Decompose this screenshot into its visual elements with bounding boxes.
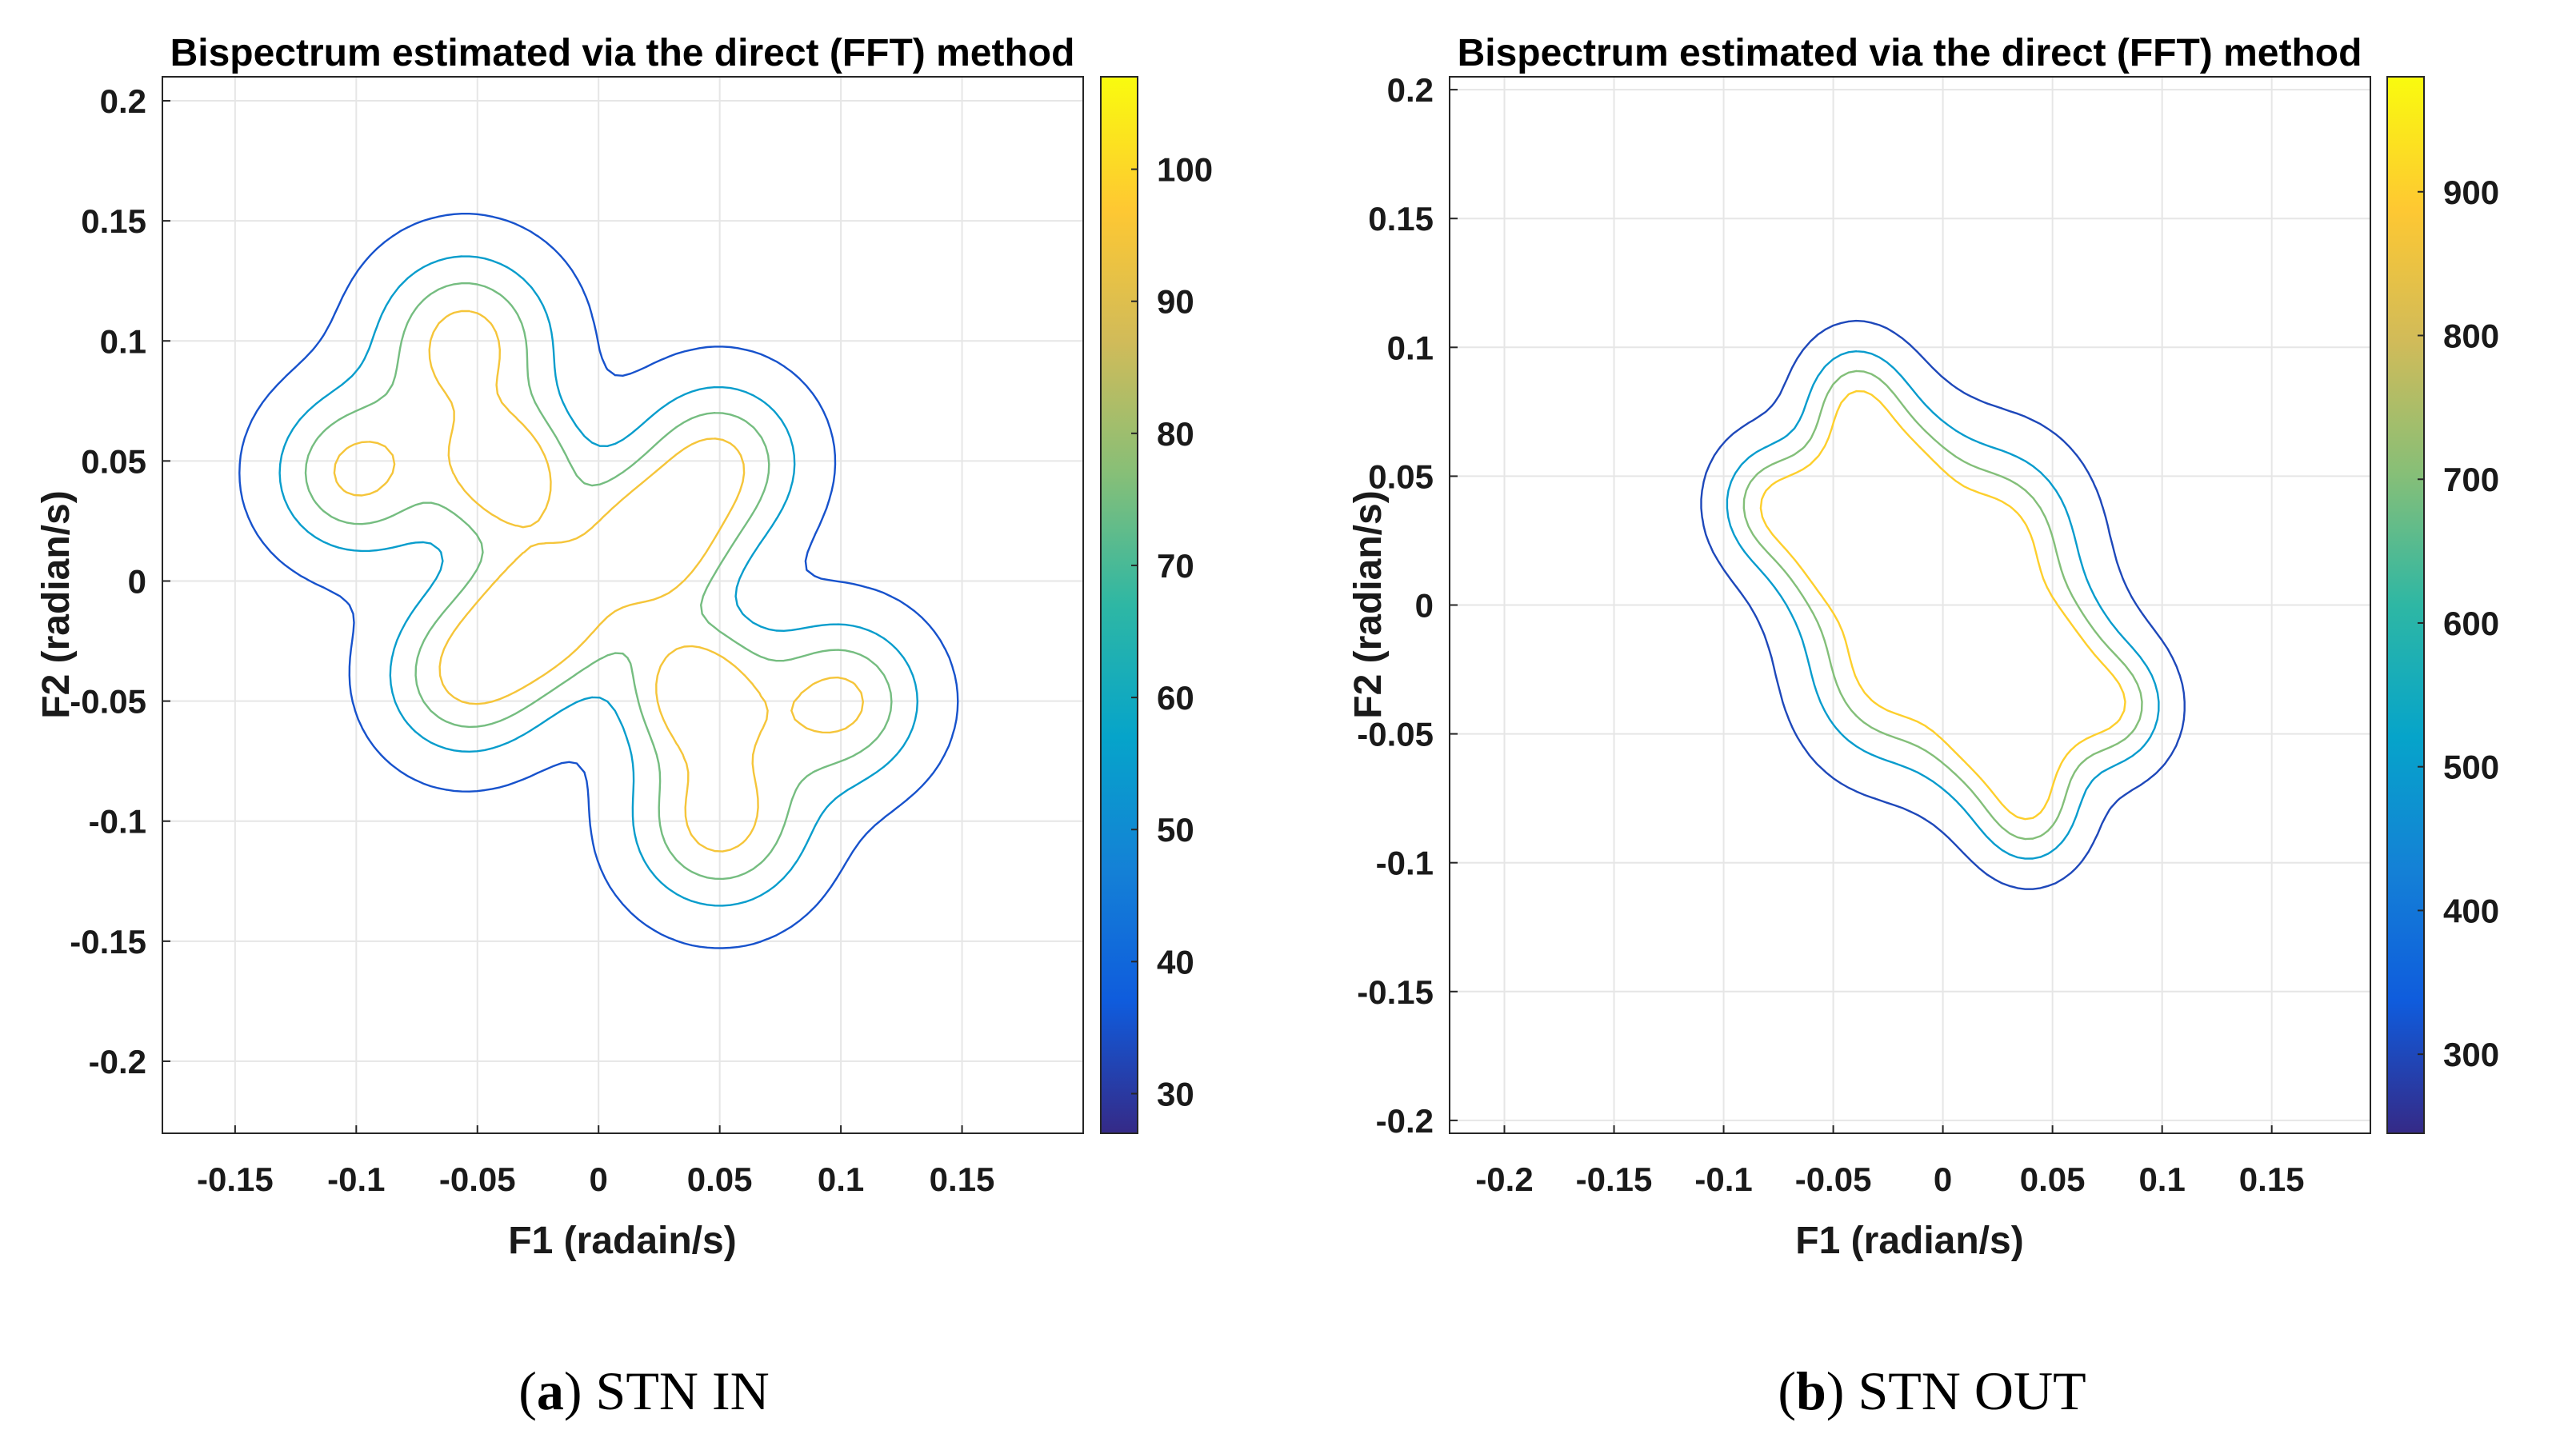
contour-level-900 — [1759, 389, 2126, 821]
contour-level-75 — [304, 282, 893, 881]
x-tick-label: -0.2 — [1475, 1160, 1533, 1198]
x-tick-label: 0.1 — [2138, 1160, 2185, 1198]
colorbar-tick-label: 90 — [1157, 283, 1194, 321]
panel-stn-out: -0.2 -0.15 -0.1 -0.05 0 0.05 0.1 0.15 0.2 0.15 0.1… — [1288, 0, 2576, 1438]
y-tick-label: 0.15 — [1368, 200, 1434, 238]
colorbar-tick-label: 400 — [2443, 892, 2499, 929]
panel-stn-in: -0.15 -0.1 -0.05 0 0.05 0.1 0.15 0.2 0.15 0.1 0.05… — [35, 32, 1213, 1421]
y-tick-label: -0.05 — [70, 683, 146, 721]
chart-stn-out: -0.2 -0.15 -0.1 -0.05 0 0.05 0.1 0.15 0.2 0.15 0.1… — [1347, 32, 2499, 1262]
y-tick-label: -0.15 — [70, 923, 146, 961]
contour-level-35 — [238, 213, 959, 949]
x-tick-label: 0.05 — [687, 1160, 753, 1198]
chart-title: Bispectrum estimated via the direct (FFT… — [170, 32, 1075, 74]
x-tick-label: 0.1 — [818, 1160, 864, 1198]
colorbar — [1100, 76, 1138, 1134]
colorbar-tick-label: 70 — [1157, 547, 1194, 585]
colorbar-tick-label: 800 — [2443, 318, 2499, 355]
y-tick-label: 0.15 — [81, 202, 146, 240]
caption-letter: b — [1795, 1360, 1826, 1421]
y-tick-label: 0.2 — [1387, 71, 1434, 109]
y-tick-label: 0 — [128, 562, 146, 600]
colorbar-tick-label: 900 — [2443, 174, 2499, 211]
y-tick-label: 0.05 — [1368, 457, 1434, 495]
x-axis-label: F1 (radian/s) — [1795, 1220, 2023, 1262]
y-tick-label: 0.05 — [81, 442, 146, 480]
y-tick-label: -0.2 — [1376, 1102, 1434, 1140]
caption-letter: a — [536, 1360, 564, 1421]
contour-lines — [1700, 319, 2186, 890]
x-tick-label: 0 — [1934, 1160, 1952, 1198]
y-tick-label: -0.1 — [1376, 845, 1434, 882]
contour-level-55 — [278, 255, 918, 907]
contour-level-500 — [1726, 350, 2160, 860]
y-axis-label: F2 (radian/s) — [35, 490, 78, 718]
y-tick-label: -0.1 — [89, 803, 146, 841]
contour-level-300 — [1700, 319, 2186, 890]
caption-stn-out: (b) STN OUT — [1778, 1360, 2086, 1421]
x-tick-label: 0 — [590, 1160, 608, 1198]
x-tick-label: -0.1 — [1694, 1160, 1752, 1198]
x-tick-label: -0.1 — [327, 1160, 385, 1198]
colorbar-tick-label: 30 — [1157, 1075, 1194, 1112]
colorbar-tick-label: 60 — [1157, 679, 1194, 717]
y-tick-label: 0 — [1415, 587, 1434, 625]
chart-title: Bispectrum estimated via the direct (FFT… — [1458, 32, 2362, 74]
plot-area — [162, 77, 1083, 1133]
caption-stn-in: (a) STN IN — [518, 1360, 770, 1421]
x-tick-label: 0.15 — [930, 1160, 995, 1198]
y-axis-label: F2 (radian/s) — [1347, 490, 1390, 718]
y-tick-label: 0.1 — [100, 322, 146, 360]
colorbar-tick-label: 600 — [2443, 605, 2499, 642]
x-axis-label: F1 (radain/s) — [508, 1220, 736, 1262]
colorbar-tick-label: 100 — [1157, 151, 1213, 189]
colorbar — [2386, 76, 2425, 1134]
x-tick-label: -0.15 — [1576, 1160, 1653, 1198]
colorbar-tick-label: 300 — [2443, 1036, 2499, 1073]
contour-level-700 — [1742, 369, 2143, 841]
y-tick-label: -0.05 — [1357, 716, 1434, 753]
x-tick-label: 0.05 — [2020, 1160, 2086, 1198]
caption-text: STN IN — [595, 1360, 770, 1421]
y-tick-label: 0.2 — [100, 82, 146, 120]
x-tick-label: 0.15 — [2239, 1160, 2305, 1198]
colorbar-tick-label: 700 — [2443, 461, 2499, 498]
contour-level-95 — [333, 310, 864, 853]
x-tick-label: -0.05 — [439, 1160, 516, 1198]
y-tick-label: -0.2 — [89, 1043, 146, 1080]
y-tick-label: 0.1 — [1387, 329, 1434, 366]
caption-text: STN OUT — [1858, 1360, 2086, 1421]
colorbar-tick-label: 80 — [1157, 415, 1194, 453]
x-tick-label: -0.15 — [197, 1160, 274, 1198]
y-tick-label: -0.15 — [1357, 973, 1434, 1011]
axes-box — [162, 76, 1084, 1134]
x-tick-label: -0.05 — [1795, 1160, 1872, 1198]
colorbar-tick-label: 500 — [2443, 749, 2499, 786]
contour-lines — [238, 213, 959, 949]
colorbar-tick-label: 40 — [1157, 943, 1194, 981]
colorbar-tick-label: 50 — [1157, 811, 1194, 849]
chart-stn-in: -0.15 -0.1 -0.05 0 0.05 0.1 0.15 0.2 0.15 0.1 0.05… — [35, 32, 1213, 1262]
